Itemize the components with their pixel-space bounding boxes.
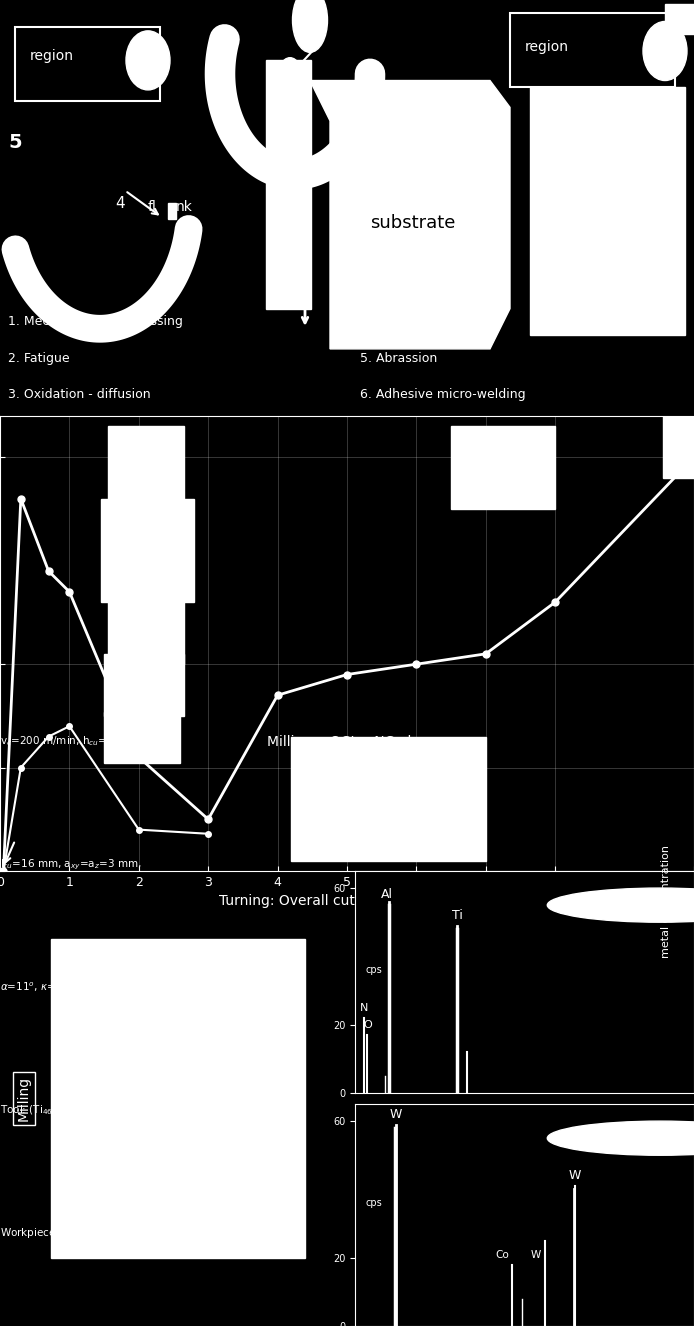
Bar: [104, 654, 184, 716]
Bar: [266, 61, 311, 309]
Circle shape: [126, 30, 170, 90]
Bar: [168, 203, 176, 219]
Text: Al: Al: [381, 888, 393, 902]
Text: Milling: Milling: [17, 1075, 31, 1120]
Text: 4. Adhesion: 4. Adhesion: [360, 316, 433, 329]
Text: Workpiece: 42CrMo4V, R$_m$ $\approx$ 1.05 GPa: Workpiece: 42CrMo4V, R$_m$ $\approx$ 1.0…: [0, 1227, 204, 1240]
Text: 1. Mechanical overstressing: 1. Mechanical overstressing: [8, 316, 183, 329]
Text: region: region: [525, 40, 569, 54]
Text: W: W: [389, 1107, 402, 1120]
Bar: [451, 427, 555, 509]
Bar: [663, 416, 694, 479]
Text: W: W: [531, 1249, 541, 1260]
Text: O: O: [363, 1020, 372, 1030]
Text: substrate: substrate: [370, 213, 455, 232]
Text: substrate: substrate: [370, 213, 455, 232]
Text: 2. Fatigue: 2. Fatigue: [8, 351, 69, 365]
Text: cps: cps: [366, 1199, 382, 1208]
Text: 3, 5, 6: 3, 5, 6: [575, 130, 619, 145]
Text: Tool: (Ti$_{46}$Al$_{54}$)N / HW-K35, t=3 $\mu$m: Tool: (Ti$_{46}$Al$_{54}$)N / HW-K35, t=…: [0, 1103, 182, 1116]
Text: Milling  : OCL= NC · lᴄᴘ: Milling : OCL= NC · lᴄᴘ: [267, 735, 427, 749]
Bar: [108, 427, 184, 509]
X-axis label: Turning: Overall cutting length (OCL): Turning: Overall cutting length (OCL): [219, 895, 475, 908]
Bar: [15, 27, 160, 101]
Bar: [510, 13, 675, 88]
Text: 6. Adhesive micro-welding: 6. Adhesive micro-welding: [360, 387, 525, 400]
Text: nk: nk: [176, 200, 193, 213]
Text: 5. Abrassion: 5. Abrassion: [360, 351, 437, 365]
Text: fl: fl: [148, 200, 157, 213]
Text: cps: cps: [366, 965, 382, 976]
Bar: [291, 736, 486, 861]
Bar: [101, 499, 194, 602]
Bar: [51, 939, 305, 1258]
Text: v$_c$=200 m/min, h$_{cu}$=0.12 mm,: v$_c$=200 m/min, h$_{cu}$=0.12 mm,: [0, 735, 158, 748]
Text: l$_{cu}$=16 mm, a$_{xy}$=a$_z$=3 mm,: l$_{cu}$=16 mm, a$_{xy}$=a$_z$=3 mm,: [0, 858, 142, 871]
Text: W: W: [568, 1170, 581, 1183]
Circle shape: [548, 1120, 694, 1155]
Bar: [108, 591, 184, 664]
Text: Ti: Ti: [452, 908, 462, 922]
Ellipse shape: [292, 0, 328, 52]
Bar: [665, 4, 694, 33]
Text: region: region: [30, 49, 74, 64]
Ellipse shape: [276, 58, 304, 109]
Circle shape: [548, 888, 694, 922]
Text: metal concentration: metal concentration: [661, 845, 671, 959]
Bar: [530, 88, 685, 335]
Text: 4: 4: [115, 196, 125, 211]
Text: 3. Oxidation - diffusion: 3. Oxidation - diffusion: [8, 387, 151, 400]
Circle shape: [643, 21, 687, 81]
Bar: [104, 712, 180, 764]
Text: Co: Co: [496, 1249, 509, 1260]
Text: $\alpha$=11$^o$, $\kappa$=75$^o$, $\gamma$=0$^o$: $\alpha$=11$^o$, $\kappa$=75$^o$, $\gamm…: [0, 980, 108, 994]
Text: 5: 5: [8, 133, 22, 151]
Text: rake: rake: [575, 103, 605, 117]
Text: N: N: [360, 1002, 369, 1013]
Polygon shape: [310, 81, 510, 349]
